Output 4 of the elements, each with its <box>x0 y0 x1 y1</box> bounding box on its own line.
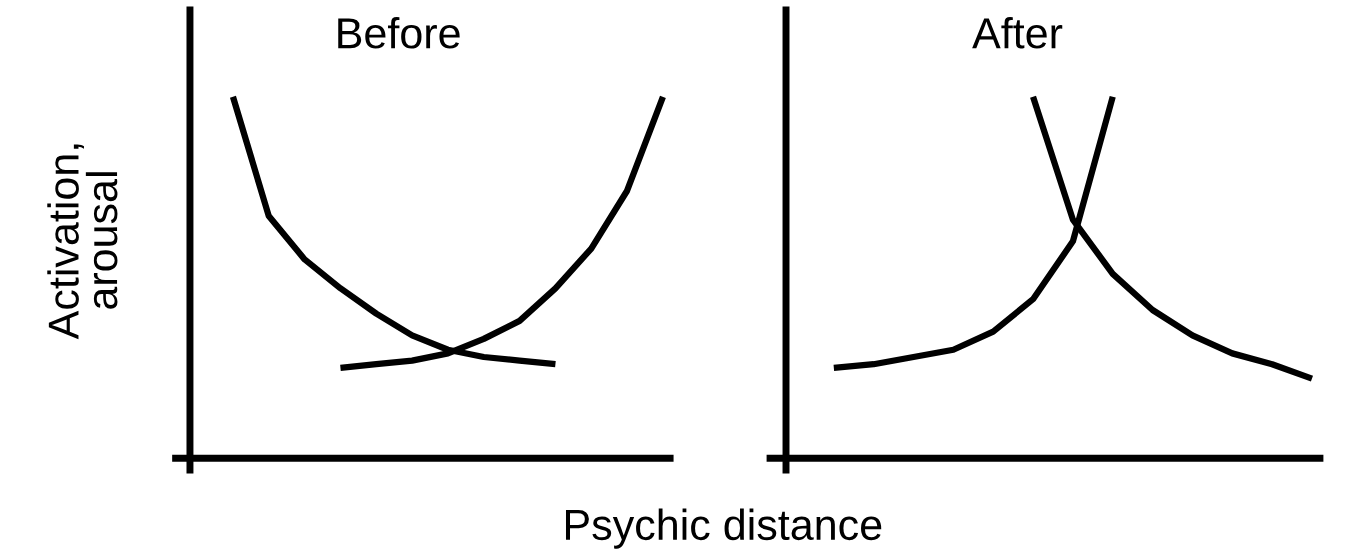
chart-title: Before <box>338 16 460 49</box>
x-axis-title: Psychic distance <box>565 508 882 549</box>
y-axis-title: Activation, arousal <box>47 144 118 340</box>
chart-title: After <box>972 16 1063 49</box>
